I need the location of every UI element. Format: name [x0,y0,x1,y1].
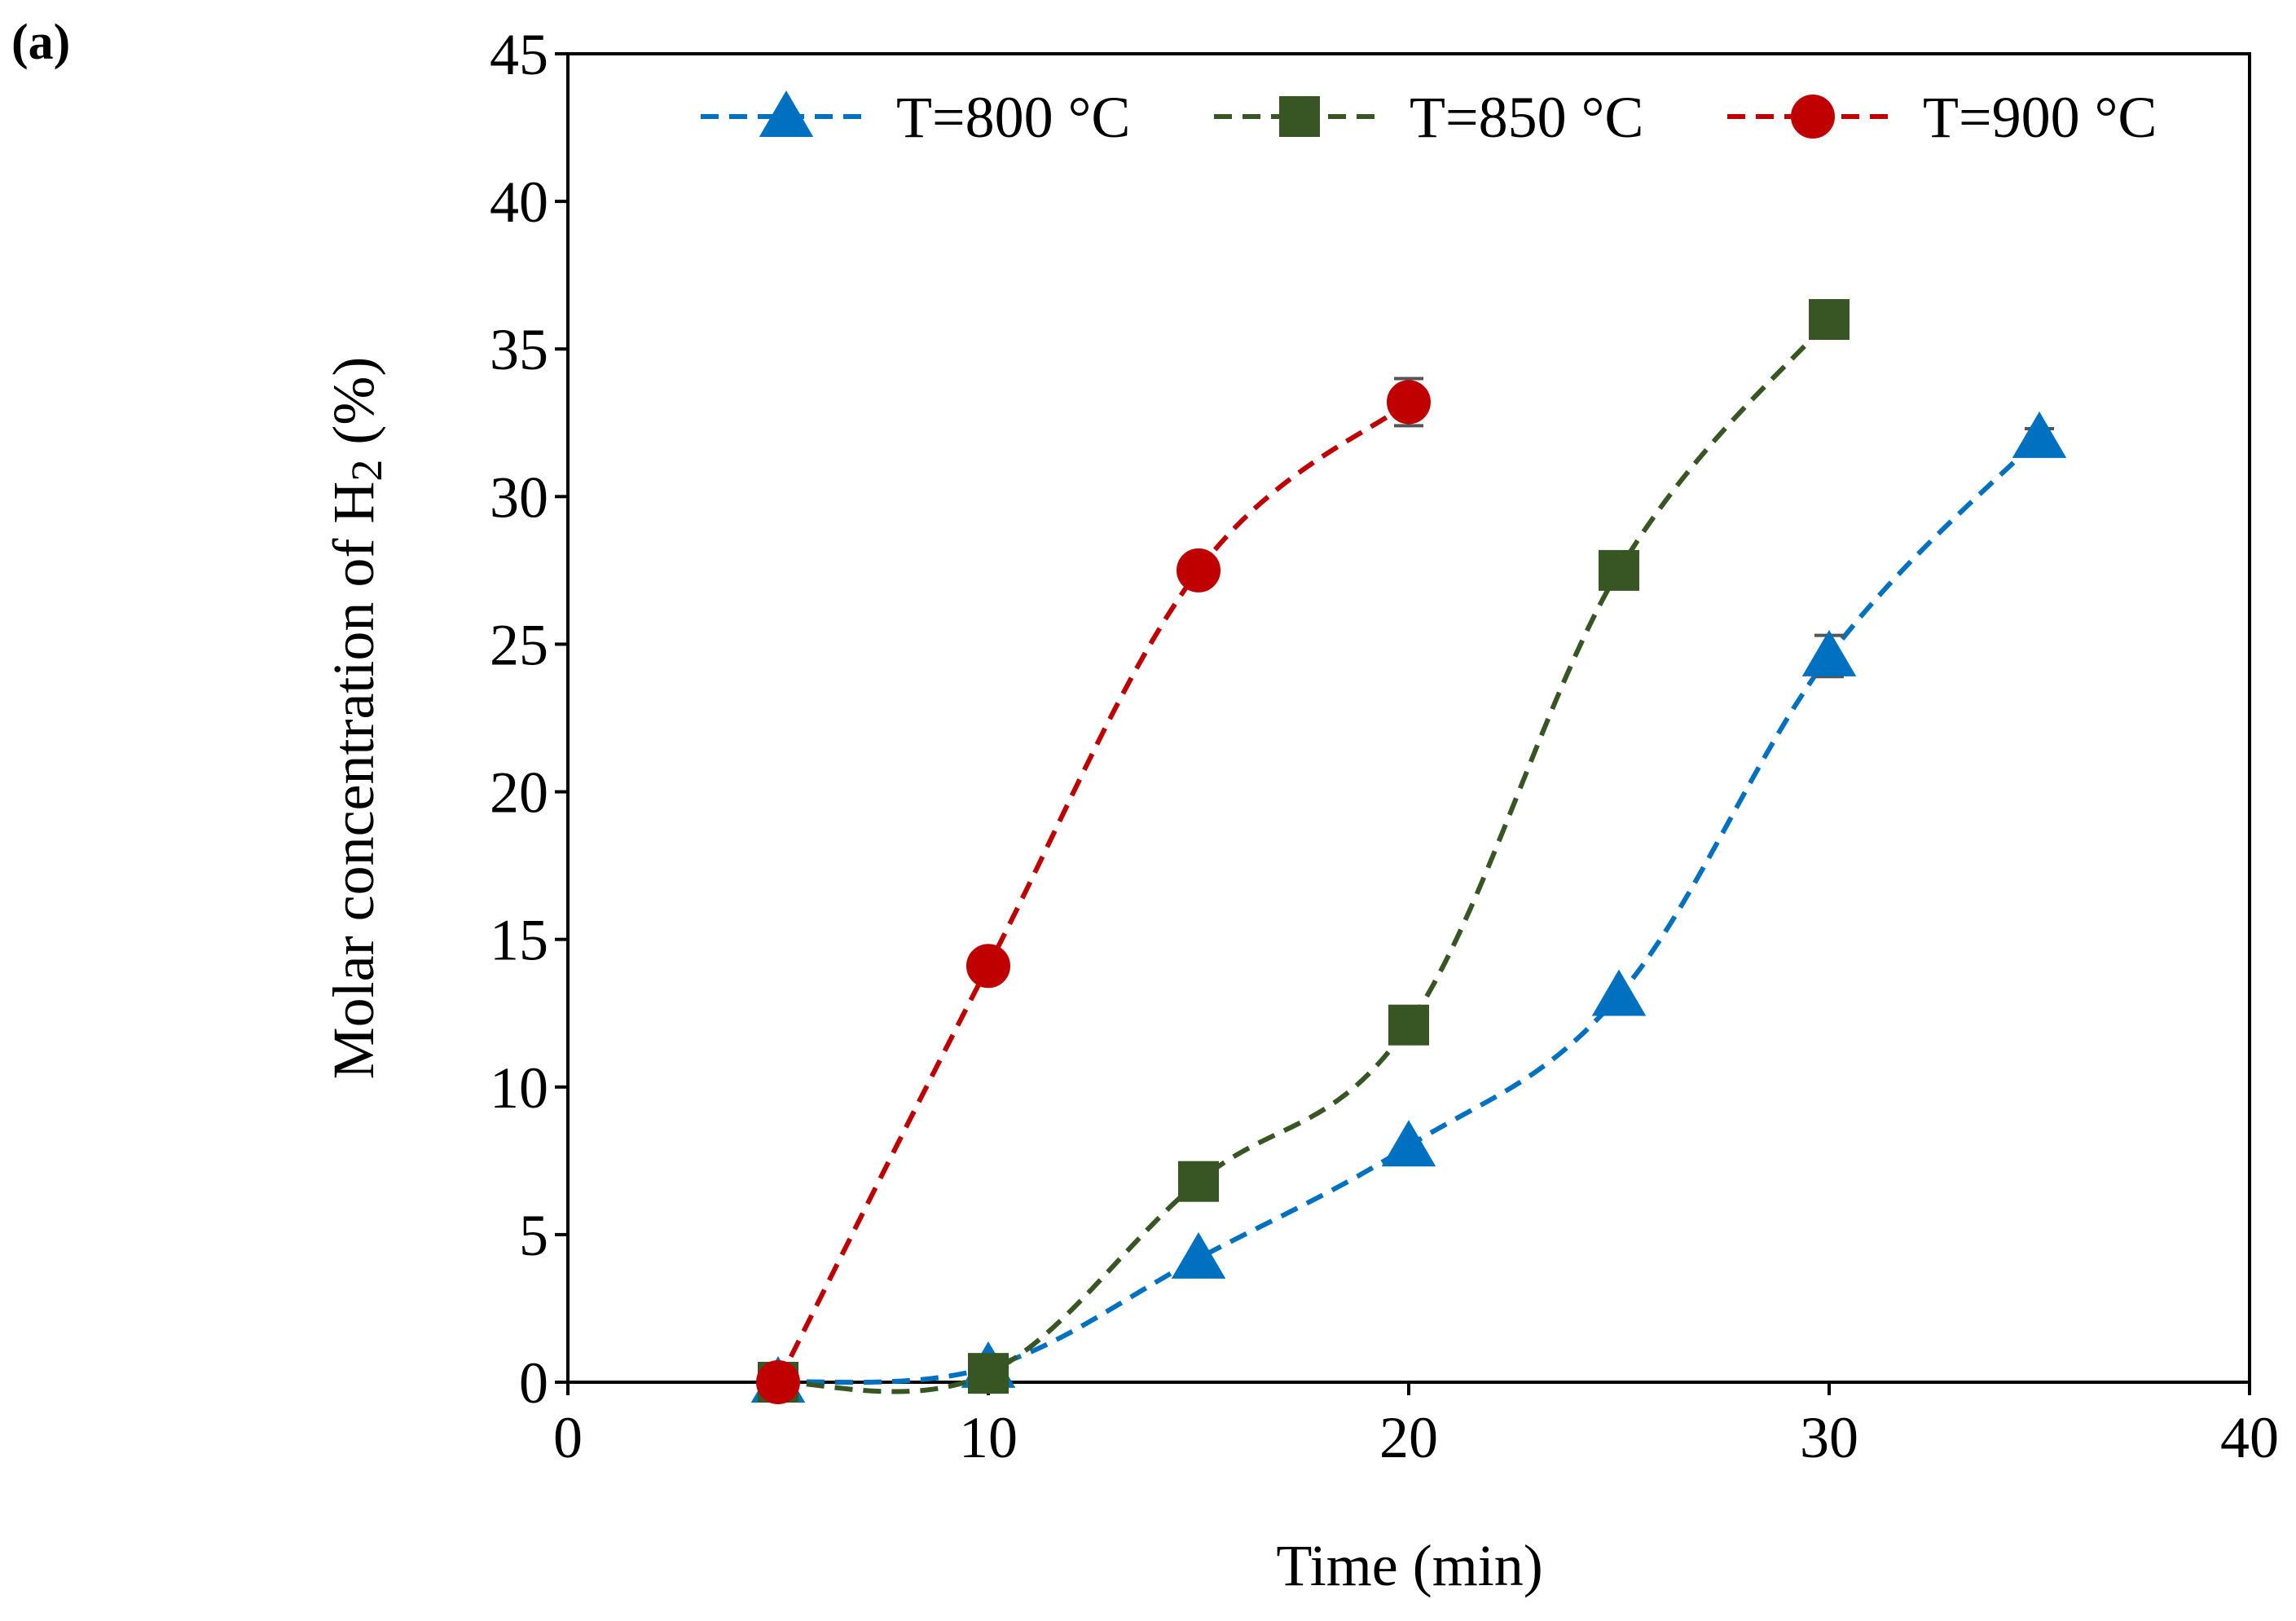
data-point [1381,1120,1436,1167]
y-tick-label: 10 [490,1055,548,1121]
data-point [966,944,1010,989]
data-point [756,1360,800,1404]
plot-frame [566,52,2251,1384]
series-layer [750,299,2067,1404]
legend-label: T=900 °C [1923,85,2157,150]
x-tick-label: 40 [2220,1405,2279,1470]
x-axis-title: Time (min) [1276,1533,1542,1598]
y-tick-label: 45 [490,22,548,87]
series-line [777,435,2042,1385]
y-tick-label: 15 [490,908,548,973]
x-tick-label: 30 [1800,1405,1858,1470]
legend-label: T=850 °C [1410,85,1643,150]
series-2 [756,377,1431,1404]
y-axis-title-subscript: 2 [342,460,391,482]
y-tick-label: 0 [519,1350,548,1416]
data-point [1388,1004,1429,1046]
x-tick-label: 10 [959,1405,1018,1470]
legend-label: T=800 °C [896,85,1130,150]
legend-entry-1: T=850 °C [1214,85,1643,150]
series-1 [758,299,1850,1403]
y-tick-label: 5 [519,1203,548,1268]
panel-label: (a) [11,15,70,70]
legend-marker [1279,96,1320,137]
data-point [1178,1161,1219,1202]
plot-area [566,52,2251,1384]
y-tick-label: 40 [490,170,548,235]
series-line [776,400,1410,1384]
legend-marker [1791,95,1835,139]
data-point [1591,969,1647,1016]
y-axis: 0 5 10 15 20 25 30 35 40 45 [490,22,568,1416]
x-tick-label: 20 [1379,1405,1438,1470]
y-axis-title-main: Molar concentration of H [321,482,386,1080]
data-point [1177,548,1221,592]
data-point [1801,629,1857,676]
y-tick-label: 20 [490,760,548,826]
data-point [2012,411,2067,458]
data-point [1599,549,1639,591]
legend-entry-0: T=800 °C [701,85,1130,150]
y-tick-label: 30 [490,465,548,530]
legend-marker [759,90,814,137]
series-0 [750,411,2067,1403]
data-point [1809,299,1850,340]
y-tick-label: 35 [490,317,548,382]
y-axis-title: Molar concentration of H2 (%) [321,357,391,1080]
y-axis-title-suffix: (%) [321,357,386,460]
data-point [1387,380,1431,425]
series-line [777,318,1832,1394]
y-tick-label: 25 [490,612,548,677]
data-point [968,1353,1009,1394]
legend-entry-2: T=900 °C [1727,85,2157,150]
x-axis: 0 10 20 30 40 [553,1382,2279,1470]
legend: T=800 °C T=850 °C T=900 °C [701,85,2157,150]
x-tick-label: 0 [553,1405,583,1470]
data-point [1171,1231,1226,1279]
